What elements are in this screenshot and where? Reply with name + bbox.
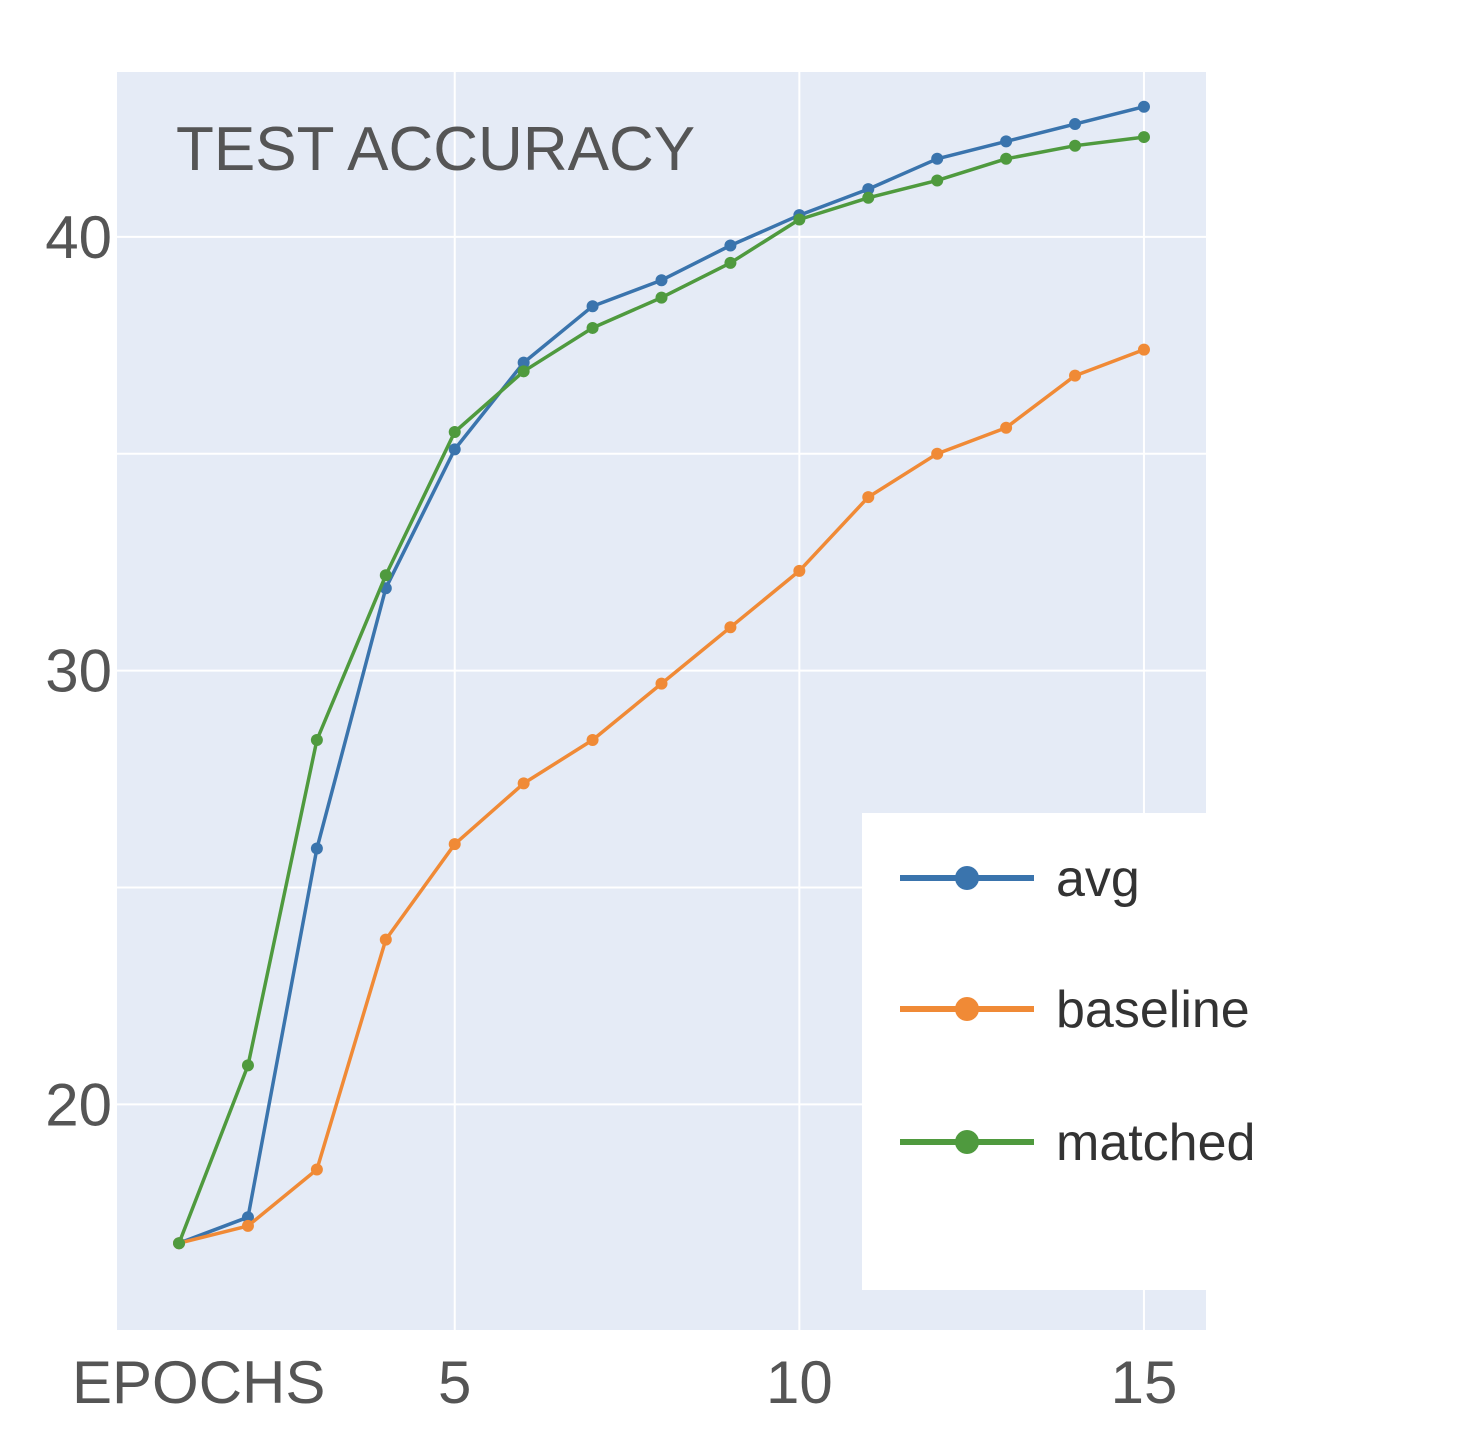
data-point-matched	[379, 569, 392, 582]
legend-swatch-marker	[955, 866, 979, 890]
chart-title: TEST ACCURACY	[176, 115, 695, 184]
data-point-avg	[310, 842, 323, 855]
data-point-avg	[862, 183, 875, 196]
legend-item-avg: avg	[900, 850, 1140, 908]
data-point-baseline	[241, 1219, 254, 1232]
series-matched	[173, 131, 1150, 1250]
data-point-baseline	[310, 1163, 323, 1176]
y-tick-label: 30	[45, 638, 112, 705]
y-tick-label: 40	[45, 204, 112, 271]
x-tick-label: 15	[1111, 1349, 1178, 1416]
data-point-matched	[793, 213, 806, 226]
legend-item-matched: matched	[900, 1114, 1255, 1172]
data-point-baseline	[724, 621, 737, 634]
data-point-matched	[862, 191, 875, 204]
series-group	[173, 100, 1150, 1250]
data-point-baseline	[517, 777, 530, 790]
data-point-baseline	[586, 734, 599, 747]
legend-swatch-marker	[955, 997, 979, 1021]
y-tick-label: 20	[45, 1071, 112, 1138]
data-point-avg	[724, 239, 737, 252]
data-point-baseline	[1000, 421, 1013, 434]
data-point-matched	[173, 1237, 186, 1250]
data-point-baseline	[931, 447, 944, 460]
data-point-matched	[655, 291, 668, 304]
data-point-avg	[517, 356, 530, 369]
data-point-avg	[448, 443, 461, 456]
x-tick-label: 5	[438, 1349, 471, 1416]
data-point-matched	[931, 174, 944, 187]
legend-label: baseline	[1056, 981, 1250, 1039]
data-point-matched	[1069, 139, 1082, 152]
x-axis-title: EPOCHS	[72, 1349, 325, 1416]
legend: avg baseline matched	[862, 813, 1255, 1290]
data-point-matched	[1137, 131, 1150, 144]
data-point-avg	[241, 1211, 254, 1224]
legend-swatch-marker	[955, 1130, 979, 1154]
data-point-avg	[931, 152, 944, 165]
legend-label: matched	[1056, 1114, 1255, 1172]
data-point-matched	[310, 734, 323, 747]
data-point-baseline	[862, 491, 875, 504]
legend-item-baseline: baseline	[900, 981, 1250, 1039]
axis-tick-labels: 20 30 40 5 10 15	[45, 204, 1177, 1416]
data-point-matched	[448, 426, 461, 439]
data-point-baseline	[1069, 369, 1082, 382]
data-point-baseline	[655, 677, 668, 690]
data-point-avg	[1069, 118, 1082, 131]
x-tick-label: 10	[766, 1349, 833, 1416]
data-point-avg	[586, 300, 599, 313]
data-point-matched	[1000, 152, 1013, 165]
legend-background	[862, 813, 1206, 1290]
data-point-avg	[1000, 135, 1013, 148]
data-point-matched	[724, 256, 737, 269]
data-point-matched	[586, 321, 599, 334]
grid-lines	[117, 72, 1206, 1330]
data-point-avg	[655, 274, 668, 287]
legend-label: avg	[1056, 850, 1140, 908]
data-point-matched	[517, 365, 530, 378]
data-point-avg	[1137, 100, 1150, 113]
data-point-baseline	[379, 933, 392, 946]
data-point-baseline	[793, 564, 806, 577]
data-point-baseline	[1137, 343, 1150, 356]
data-point-matched	[241, 1059, 254, 1072]
data-point-baseline	[448, 838, 461, 851]
